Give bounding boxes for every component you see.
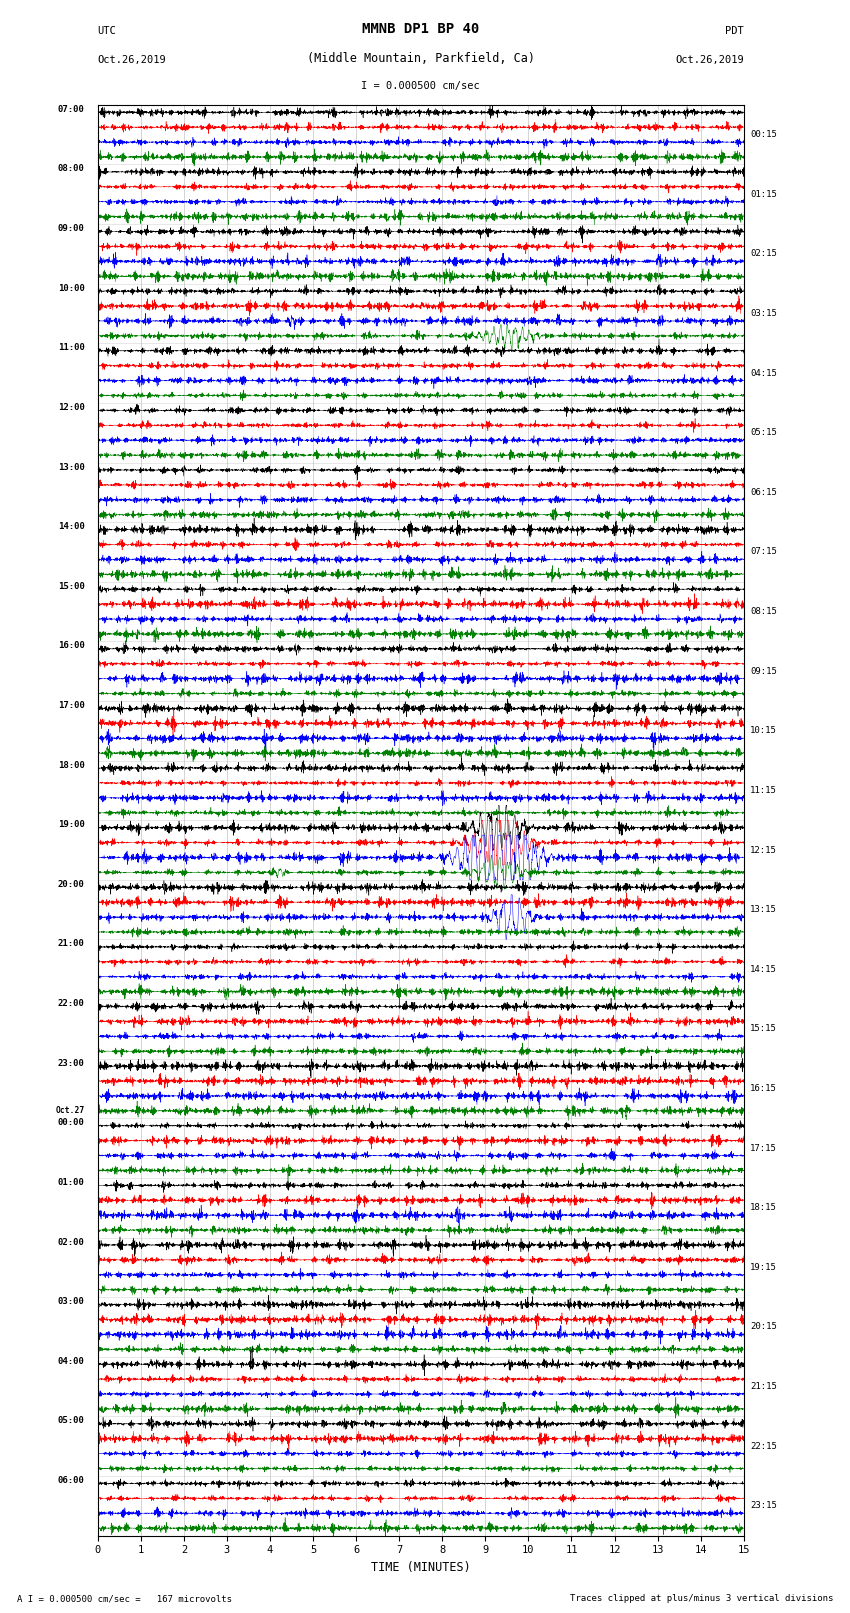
Text: 13:00: 13:00 <box>58 463 85 471</box>
Text: 07:00: 07:00 <box>58 105 85 115</box>
Text: (Middle Mountain, Parkfield, Ca): (Middle Mountain, Parkfield, Ca) <box>307 52 535 65</box>
Text: 16:15: 16:15 <box>751 1084 777 1094</box>
Text: 21:15: 21:15 <box>751 1382 777 1390</box>
X-axis label: TIME (MINUTES): TIME (MINUTES) <box>371 1561 471 1574</box>
Text: 23:00: 23:00 <box>58 1058 85 1068</box>
Text: 02:00: 02:00 <box>58 1237 85 1247</box>
Text: A I = 0.000500 cm/sec =   167 microvolts: A I = 0.000500 cm/sec = 167 microvolts <box>17 1594 232 1603</box>
Text: 18:15: 18:15 <box>751 1203 777 1213</box>
Text: 11:00: 11:00 <box>58 344 85 352</box>
Text: 11:15: 11:15 <box>751 786 777 795</box>
Text: 00:00: 00:00 <box>58 1118 85 1127</box>
Text: 15:00: 15:00 <box>58 582 85 590</box>
Text: 04:00: 04:00 <box>58 1357 85 1366</box>
Text: 03:15: 03:15 <box>751 310 777 318</box>
Text: 06:00: 06:00 <box>58 1476 85 1486</box>
Text: 09:00: 09:00 <box>58 224 85 232</box>
Text: 22:15: 22:15 <box>751 1442 777 1450</box>
Text: Oct.26,2019: Oct.26,2019 <box>675 55 744 65</box>
Text: 18:00: 18:00 <box>58 761 85 769</box>
Text: UTC: UTC <box>98 26 116 35</box>
Text: 05:15: 05:15 <box>751 427 777 437</box>
Text: 13:15: 13:15 <box>751 905 777 915</box>
Text: MMNB DP1 BP 40: MMNB DP1 BP 40 <box>362 23 479 35</box>
Text: 12:00: 12:00 <box>58 403 85 411</box>
Text: 03:00: 03:00 <box>58 1297 85 1307</box>
Text: 14:15: 14:15 <box>751 965 777 974</box>
Text: 01:15: 01:15 <box>751 190 777 198</box>
Text: 02:15: 02:15 <box>751 250 777 258</box>
Text: 16:00: 16:00 <box>58 642 85 650</box>
Text: 09:15: 09:15 <box>751 666 777 676</box>
Text: Traces clipped at plus/minus 3 vertical divisions: Traces clipped at plus/minus 3 vertical … <box>570 1594 833 1603</box>
Text: 08:00: 08:00 <box>58 165 85 174</box>
Text: 10:00: 10:00 <box>58 284 85 292</box>
Text: 10:15: 10:15 <box>751 726 777 736</box>
Text: 19:15: 19:15 <box>751 1263 777 1271</box>
Text: 17:15: 17:15 <box>751 1144 777 1153</box>
Text: 06:15: 06:15 <box>751 487 777 497</box>
Text: Oct.27: Oct.27 <box>55 1107 85 1115</box>
Text: 20:00: 20:00 <box>58 879 85 889</box>
Text: 14:00: 14:00 <box>58 523 85 531</box>
Text: Oct.26,2019: Oct.26,2019 <box>98 55 167 65</box>
Text: 07:15: 07:15 <box>751 547 777 556</box>
Text: 19:00: 19:00 <box>58 819 85 829</box>
Text: 01:00: 01:00 <box>58 1177 85 1187</box>
Text: PDT: PDT <box>725 26 744 35</box>
Text: 21:00: 21:00 <box>58 939 85 948</box>
Text: 15:15: 15:15 <box>751 1024 777 1034</box>
Text: 04:15: 04:15 <box>751 369 777 377</box>
Text: 20:15: 20:15 <box>751 1323 777 1331</box>
Text: 17:00: 17:00 <box>58 702 85 710</box>
Text: 05:00: 05:00 <box>58 1416 85 1426</box>
Text: 22:00: 22:00 <box>58 998 85 1008</box>
Text: 00:15: 00:15 <box>751 131 777 139</box>
Text: 12:15: 12:15 <box>751 845 777 855</box>
Text: 23:15: 23:15 <box>751 1502 777 1510</box>
Text: 08:15: 08:15 <box>751 606 777 616</box>
Text: I = 0.000500 cm/sec: I = 0.000500 cm/sec <box>361 81 480 90</box>
